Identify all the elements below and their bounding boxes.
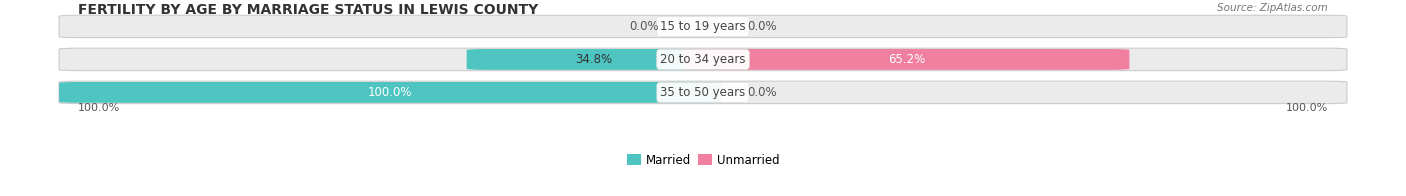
FancyBboxPatch shape xyxy=(59,15,1347,38)
Text: 100.0%: 100.0% xyxy=(368,86,412,99)
FancyBboxPatch shape xyxy=(467,49,721,70)
Text: 65.2%: 65.2% xyxy=(889,53,925,66)
Text: FERTILITY BY AGE BY MARRIAGE STATUS IN LEWIS COUNTY: FERTILITY BY AGE BY MARRIAGE STATUS IN L… xyxy=(77,3,538,17)
FancyBboxPatch shape xyxy=(59,81,1347,104)
FancyBboxPatch shape xyxy=(59,48,1347,71)
Text: 15 to 19 years: 15 to 19 years xyxy=(661,20,745,33)
FancyBboxPatch shape xyxy=(59,82,721,103)
Text: 100.0%: 100.0% xyxy=(77,103,120,113)
Text: 0.0%: 0.0% xyxy=(747,86,776,99)
Text: 20 to 34 years: 20 to 34 years xyxy=(661,53,745,66)
FancyBboxPatch shape xyxy=(685,49,1129,70)
Legend: Married, Unmarried: Married, Unmarried xyxy=(621,149,785,171)
Text: 0.0%: 0.0% xyxy=(747,20,776,33)
Text: 0.0%: 0.0% xyxy=(630,20,659,33)
Text: Source: ZipAtlas.com: Source: ZipAtlas.com xyxy=(1218,3,1329,13)
Text: 35 to 50 years: 35 to 50 years xyxy=(661,86,745,99)
Text: 34.8%: 34.8% xyxy=(575,53,613,66)
Text: 100.0%: 100.0% xyxy=(1286,103,1329,113)
